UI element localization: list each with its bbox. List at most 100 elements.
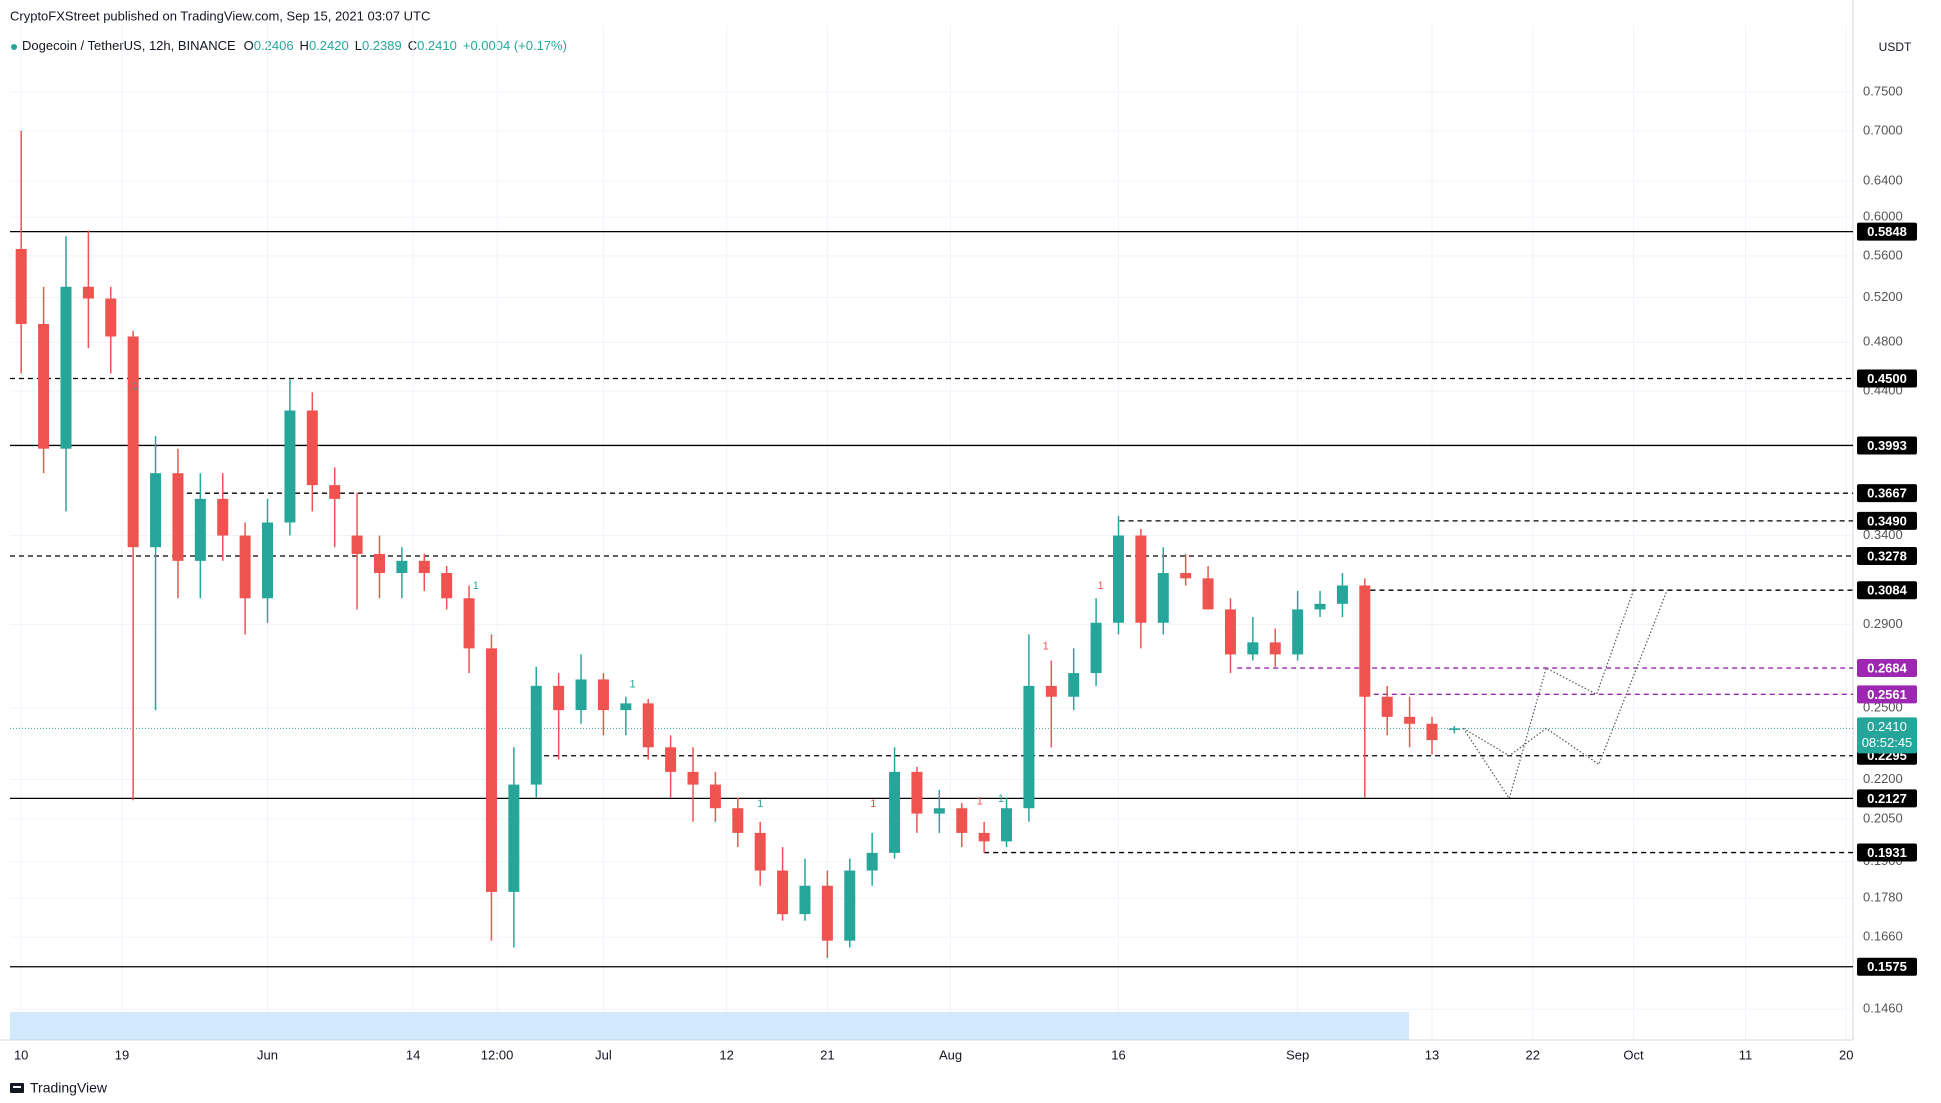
candle-body — [933, 808, 945, 814]
publisher-line: CryptoFXStreet published on TradingView.… — [10, 8, 430, 23]
candle-body — [262, 522, 274, 599]
level-label: 0.4500 — [1867, 371, 1907, 386]
candle-body — [754, 832, 766, 871]
x-tick-label: 11 — [1739, 1047, 1753, 1062]
candle-body — [642, 703, 654, 748]
x-tick-label: 20 — [1839, 1047, 1853, 1062]
y-tick-label: 0.7000 — [1863, 122, 1903, 137]
level-label: 0.3490 — [1867, 513, 1907, 528]
level-label-box — [1857, 659, 1917, 678]
candle-body — [1269, 642, 1281, 655]
x-tick-label: 10 — [14, 1047, 28, 1062]
level-label: 0.5848 — [1867, 224, 1907, 239]
x-tick-label: 13 — [1425, 1047, 1439, 1062]
x-tick-label: 22 — [1526, 1047, 1540, 1062]
candle-body — [1001, 808, 1013, 842]
td-marker: 1 — [1043, 640, 1049, 652]
x-tick-label: Oct — [1623, 1047, 1644, 1062]
x-tick-label: 12 — [719, 1047, 733, 1062]
candle-body — [866, 852, 878, 871]
current-price-box — [1857, 717, 1917, 754]
brand-logo — [10, 1083, 24, 1093]
ohlc-key: C — [408, 38, 417, 53]
symbol-legend-text: Dogecoin / TetherUS, 12h, BINANCE O0.2406… — [22, 38, 567, 53]
ohlc-key: L — [355, 38, 362, 53]
x-tick-label: Sep — [1286, 1047, 1309, 1062]
candle-body — [1112, 535, 1124, 623]
x-tick-label: 16 — [1111, 1047, 1125, 1062]
candle-body — [1381, 696, 1393, 717]
level-label: 0.3993 — [1867, 438, 1907, 453]
y-tick-label: 0.6400 — [1863, 173, 1903, 188]
y-tick-label: 0.3400 — [1863, 527, 1903, 542]
ohlc-value: 0.2406 — [254, 38, 294, 53]
x-tick-label: 14 — [406, 1047, 420, 1062]
candle-body — [709, 784, 721, 809]
candle-body — [956, 808, 968, 833]
level-label: 0.2127 — [1867, 791, 1907, 806]
candle-body — [1404, 716, 1416, 724]
ohlc-value: 0.2420 — [309, 38, 349, 53]
candle-body — [620, 703, 632, 711]
candle-body — [441, 573, 453, 599]
x-tick-label: 12:00 — [481, 1047, 514, 1062]
level-label: 0.3278 — [1867, 548, 1907, 563]
candle-body — [1090, 622, 1102, 674]
candle-body — [665, 747, 677, 772]
candle-body — [351, 535, 363, 554]
y-tick-label: 0.5600 — [1863, 247, 1903, 262]
candle-body — [553, 685, 565, 711]
candle-body — [1314, 603, 1326, 610]
ohlc-key: O — [244, 38, 254, 53]
current-price-label: 0.2410 — [1867, 719, 1907, 734]
candle-body — [575, 679, 587, 711]
level-label-box — [1857, 789, 1917, 808]
y-tick-label: 0.7500 — [1863, 84, 1903, 99]
candle-body — [1023, 685, 1035, 809]
candle-body — [194, 498, 206, 561]
candle-body — [1359, 585, 1371, 697]
td-marker: 1 — [1098, 580, 1104, 592]
footer-brand: TradingView — [30, 1080, 108, 1096]
y-tick-label: 0.4800 — [1863, 334, 1903, 349]
symbol-name: Dogecoin / TetherUS, 12h, BINANCE — [22, 38, 236, 53]
y-tick-label: 0.1460 — [1863, 1001, 1903, 1016]
candle-body — [844, 870, 856, 941]
candle-body — [373, 553, 385, 574]
candle-body — [15, 248, 27, 324]
candle-body — [329, 485, 341, 499]
candle-body — [889, 771, 901, 853]
level-label: 0.1575 — [1867, 959, 1907, 974]
candle-body — [597, 679, 609, 711]
y-tick-label: 0.2050 — [1863, 810, 1903, 825]
ohlc-value: 0.2389 — [362, 38, 402, 53]
candle-body — [306, 410, 318, 486]
candle-body — [1180, 573, 1192, 579]
candle-body — [1202, 578, 1214, 610]
candle-body — [127, 336, 139, 548]
td-marker: 1 — [977, 796, 983, 808]
candle-body — [38, 323, 50, 449]
y-tick-label: 0.2200 — [1863, 771, 1903, 786]
projection-path — [1462, 590, 1635, 800]
candle-body — [911, 771, 923, 814]
candle-body — [60, 286, 72, 449]
candle-body — [217, 498, 229, 536]
candle-body — [150, 473, 162, 548]
candle-body — [508, 784, 520, 892]
candle-body — [284, 410, 296, 523]
candle-body — [1135, 535, 1147, 623]
candle-body — [463, 598, 475, 649]
td-marker: 1 — [132, 381, 138, 393]
candle-body — [687, 771, 699, 785]
candle-body — [732, 808, 744, 833]
level-label-box — [1857, 843, 1917, 862]
x-tick-label: Jun — [257, 1047, 278, 1062]
candle-body — [1292, 609, 1304, 655]
x-tick-label: 19 — [115, 1047, 129, 1062]
candle-body — [1247, 642, 1259, 655]
candle-body — [485, 648, 497, 892]
